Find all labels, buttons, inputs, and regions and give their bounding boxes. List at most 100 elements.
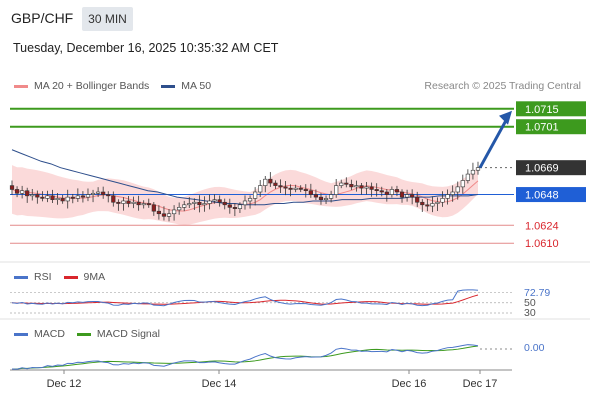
candle-body (313, 194, 319, 198)
rsi-line (11, 289, 479, 307)
macd-signal-line (11, 345, 479, 370)
candle-body (60, 198, 65, 202)
candle-body (96, 191, 101, 194)
candle-body (20, 190, 25, 194)
forecast-arrow-head (499, 110, 512, 125)
candle-body (25, 190, 30, 197)
candle-body (394, 189, 400, 193)
legend-swatch-macd (14, 332, 28, 336)
forecast-arrow (478, 110, 512, 169)
research-credit: Research © 2025 Trading Central (424, 80, 581, 92)
candle-body (202, 203, 207, 206)
chart-header: GBP/CHF 30 MIN (0, 0, 590, 36)
level-label-box-1.0648 (516, 187, 586, 203)
candle-body (182, 204, 187, 208)
candle-body (171, 209, 177, 215)
candle-body (308, 190, 313, 195)
candle-body (141, 203, 146, 206)
candle-body (151, 204, 156, 212)
candle-body (460, 180, 465, 188)
timeframe-button[interactable]: 30 MIN (82, 7, 133, 31)
candle-body (212, 199, 217, 202)
macd-legend: MACD MACD Signal (14, 328, 172, 340)
legend-label-rsi: RSI (34, 271, 52, 283)
candle-body (440, 198, 445, 203)
legend-item-macd: MACD (14, 328, 65, 340)
candle-body (75, 195, 80, 199)
candle-body (359, 185, 364, 189)
candle-body (344, 182, 349, 185)
legend-item-macd-signal: MACD Signal (76, 328, 160, 340)
candle-body (121, 200, 126, 204)
rsi-9ma-line (11, 294, 479, 305)
candle-body (374, 189, 379, 192)
legend-label-9ma: 9MA (83, 271, 106, 283)
level-label-1.0624: 1.0624 (525, 220, 559, 232)
candle-body (430, 203, 435, 207)
candle-body (273, 182, 278, 186)
candle-body (450, 191, 455, 195)
candle-body (364, 186, 369, 189)
bollinger-band-fill (12, 165, 478, 226)
candle-body (389, 189, 394, 195)
level-label-box-1.0701 (516, 119, 586, 135)
level-labels: 1.0715 1.0701 1.0669 1.0648 1.0624 1.0610 (516, 101, 586, 250)
legend-label-ma50: MA 50 (181, 80, 212, 92)
candle-body (55, 198, 60, 200)
x-axis-labels: Dec 12 Dec 14 Dec 16 Dec 17 (47, 370, 498, 390)
candle-body (90, 192, 96, 195)
candle-body (369, 186, 374, 190)
candle-body (242, 200, 248, 206)
candle-body (455, 186, 460, 193)
candle-body (40, 196, 45, 199)
candle-body (298, 187, 303, 190)
candle-body (136, 201, 141, 206)
candle-body (101, 191, 106, 195)
rsi-legend: RSI 9MA (14, 271, 117, 283)
candle-body (323, 198, 329, 200)
candle-body (399, 191, 405, 198)
candles (9, 161, 481, 222)
candle-body (9, 185, 15, 190)
candle-body (116, 201, 121, 204)
candle-body (354, 185, 359, 188)
level-label-box-1.0715 (516, 101, 586, 117)
legend-label-macd-signal: MACD Signal (96, 328, 160, 340)
candle-body (14, 189, 20, 194)
legend-item-ma50: MA 50 (161, 80, 211, 92)
legend-item-rsi: RSI (14, 271, 52, 283)
rsi-tick-label: 30 (524, 307, 536, 319)
candle-body (111, 195, 116, 203)
candle-body (465, 173, 470, 181)
candle-body (410, 194, 415, 198)
candle-body (126, 200, 131, 204)
forecast-arrow-shaft (478, 116, 510, 169)
candle-body (192, 201, 197, 204)
candle-body (293, 187, 298, 190)
candle-body (146, 203, 151, 206)
candle-body (161, 213, 167, 217)
candle-body (334, 185, 339, 195)
x-tick-label: Dec 17 (463, 378, 498, 390)
candle-body (197, 201, 202, 206)
candle-body (268, 178, 273, 184)
candle-body (177, 207, 182, 211)
legend-swatch-9ma (63, 275, 78, 279)
x-tick-label: Dec 12 (47, 378, 82, 390)
candle-body (156, 210, 161, 215)
level-label-box-1.0669 (516, 160, 586, 176)
x-tick-label: Dec 14 (202, 378, 237, 390)
candle-body (283, 186, 288, 189)
candle-body (50, 195, 55, 200)
candle-body (339, 182, 344, 186)
candle-body (106, 194, 111, 197)
level-label-1.0610: 1.0610 (525, 238, 559, 250)
candle-body (35, 194, 40, 198)
candle-body (80, 195, 86, 198)
level-label-1.0648: 1.0648 (525, 190, 559, 202)
candle-body (258, 185, 263, 193)
datetime-label: Tuesday, December 16, 2025 10:35:32 AM C… (13, 41, 279, 55)
macd-tick-label: 0.00 (524, 342, 545, 354)
